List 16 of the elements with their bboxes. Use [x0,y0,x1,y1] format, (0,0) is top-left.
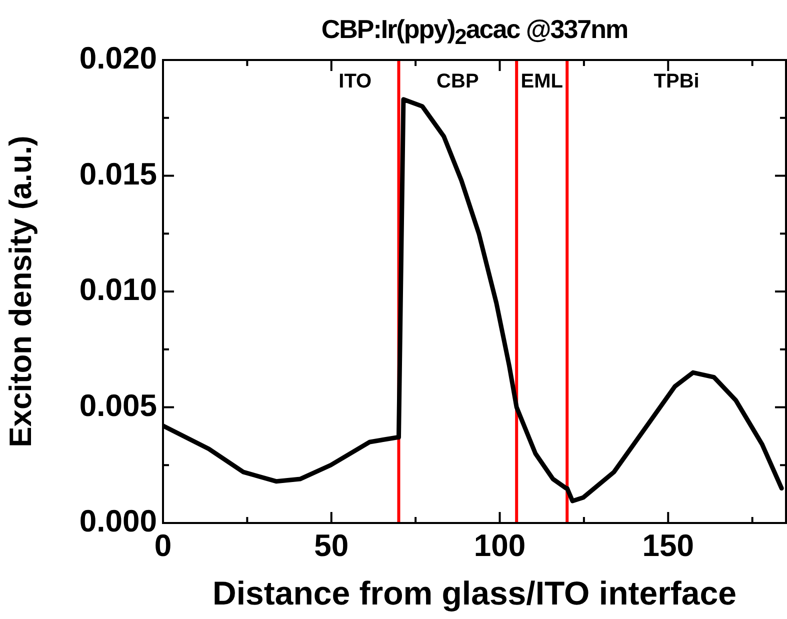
y-tick-label: 0.020 [79,40,157,76]
y-tick-label: 0.005 [79,388,157,423]
y-tick-label: 0.015 [79,156,157,192]
x-tick-label: 0 [154,528,172,564]
x-axis-title: Distance from glass/ITO interface [212,574,736,612]
chart-title: CBP:Ir(ppy)$_{2}$acac @337nm [320,14,629,50]
x-tick-label: 100 [474,528,526,564]
annotation: TPBi [654,70,700,93]
x-tick-label: 50 [314,528,349,564]
annotation: ITO [338,70,372,93]
x-tick-label: 150 [642,528,694,564]
y-tick-label: 0.010 [79,272,157,308]
y-axis-title: Exciton density (a.u.) [3,136,38,448]
annotation: EML [520,70,563,93]
y-tick-label: 0.000 [79,504,157,539]
annotation: CBP [436,70,479,93]
